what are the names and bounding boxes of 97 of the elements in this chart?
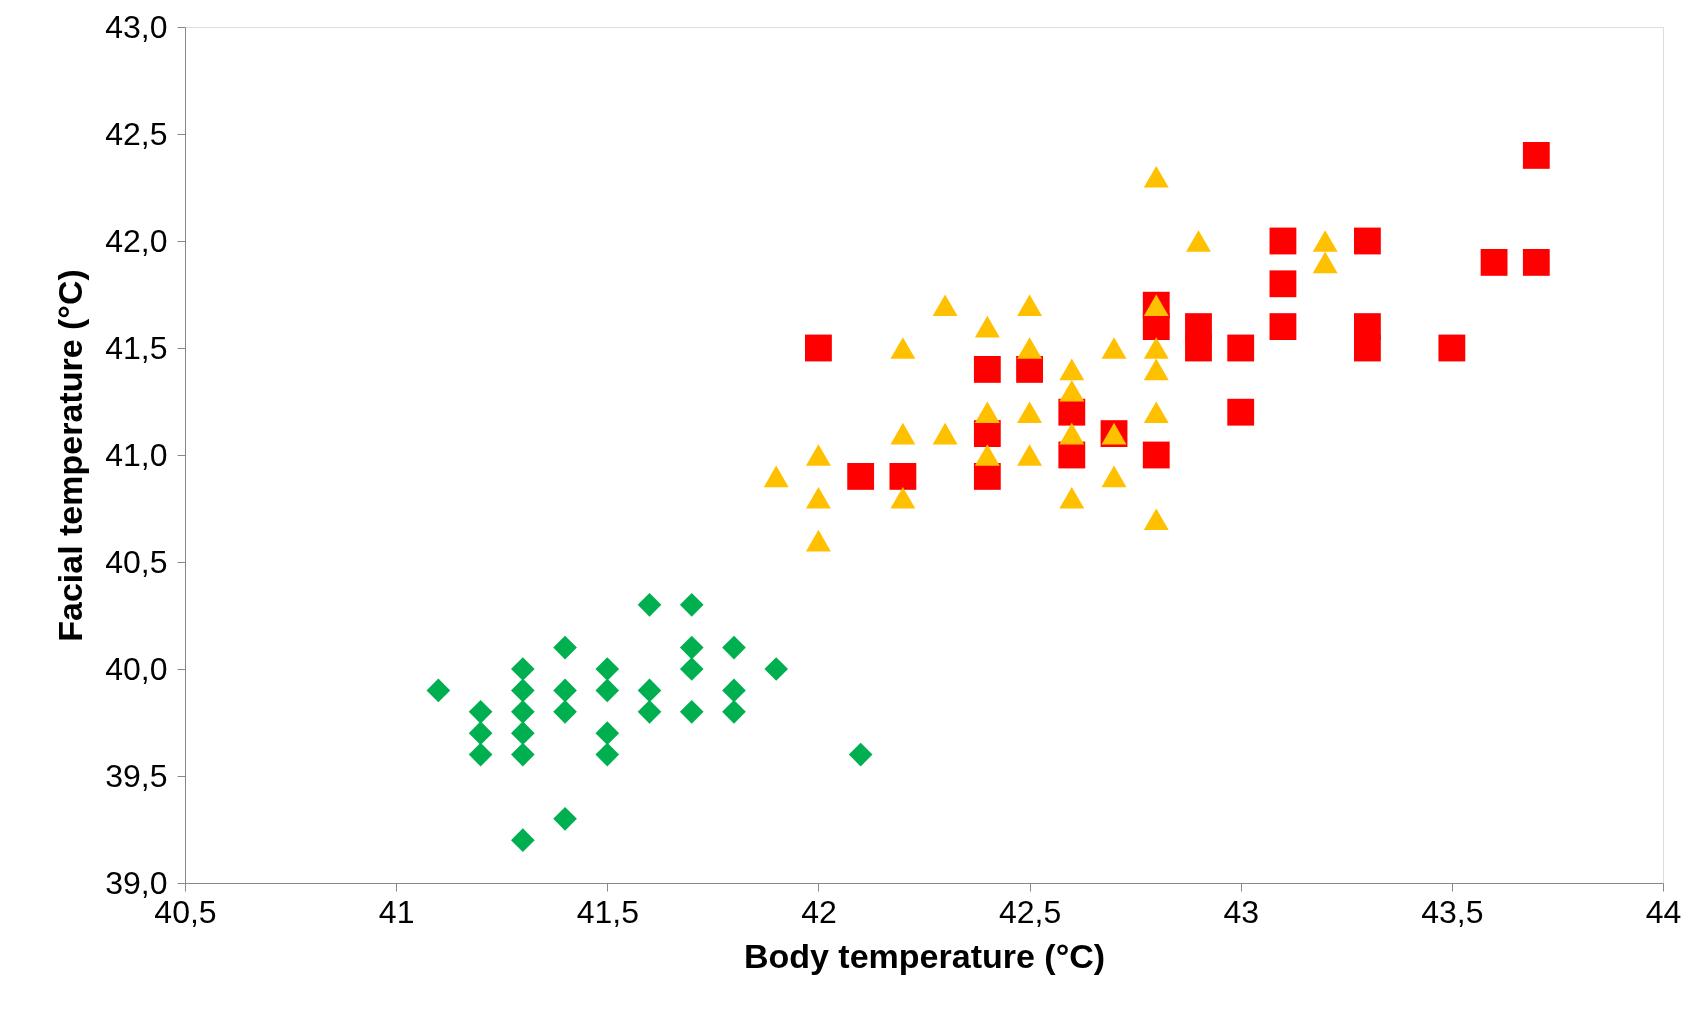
point [637,699,662,724]
point [1142,441,1170,469]
point [974,315,1000,338]
point [932,422,958,445]
x-tick-label: 44 [1645,893,1682,930]
point [890,422,916,445]
point [889,462,917,490]
point [890,337,916,359]
point [1059,422,1085,445]
point [1143,337,1169,359]
point [974,401,1000,423]
point [1143,401,1169,423]
point [1522,141,1550,169]
point [553,699,577,724]
point [1017,401,1043,423]
point [890,487,916,509]
point [1059,358,1085,381]
point [1269,227,1297,255]
point [637,678,662,703]
point [595,721,620,746]
point [511,657,535,681]
point [1227,398,1255,426]
point [468,742,493,767]
point [1312,251,1338,274]
x-axis-title: Body temperature (°C) [743,936,1106,975]
point [1143,358,1169,381]
point [1143,508,1169,530]
point [1143,166,1169,188]
point [932,294,958,316]
point [763,465,789,488]
point [679,657,704,681]
point [1312,230,1338,252]
point [847,462,875,490]
point [1353,334,1381,362]
point [511,678,535,703]
point [679,635,704,660]
point [595,742,620,767]
point [1186,230,1211,252]
x-tick-label: 43 [1223,893,1260,930]
point [805,444,831,466]
point [1269,313,1297,341]
y-tick-label: 39,5 [105,757,168,794]
point [973,355,1001,383]
point [1016,355,1043,383]
y-axis-title: Facial temperature (°C) [51,269,90,642]
point [426,678,451,703]
point [1058,441,1086,469]
point [468,721,493,746]
point [1059,487,1085,509]
point [511,828,535,853]
x-tick-label: 42 [801,893,837,930]
point [1017,337,1043,359]
point [1269,270,1297,298]
y-tick-label: 40,0 [105,650,168,687]
point [805,487,831,509]
point [1522,248,1550,276]
point [1101,465,1127,488]
point [1017,294,1043,316]
point [511,742,535,767]
point [511,699,535,724]
x-tick-label: 41,5 [576,893,639,930]
point [973,462,1001,490]
y-tick-label: 43,0 [105,8,168,45]
point [553,635,577,660]
y-tick-label: 42,0 [105,222,168,259]
point [722,635,746,660]
point [468,699,493,724]
point [1017,444,1043,466]
point [805,334,832,362]
point [805,529,831,552]
point [1480,248,1508,276]
point [974,444,1000,466]
point [1438,334,1466,362]
y-tick-label: 41,5 [105,329,168,366]
x-tick-label: 41 [378,893,415,930]
point [553,806,577,831]
point [1059,380,1085,402]
point [1185,334,1212,362]
y-tick-label: 40,5 [105,543,168,580]
point [722,699,746,724]
point [764,657,789,681]
point [1227,334,1255,362]
point [637,592,662,617]
y-tick-label: 42,5 [105,115,168,152]
point [848,742,873,767]
point [595,657,620,681]
point [679,699,704,724]
point [595,678,620,703]
point [1353,227,1381,255]
x-tick-label: 43,5 [1421,893,1484,930]
point [1101,337,1127,359]
x-tick-label: 42,5 [998,893,1062,930]
y-tick-label: 41,0 [105,436,168,473]
point [722,678,746,703]
point [511,721,535,746]
point [553,678,577,703]
point [679,592,704,617]
